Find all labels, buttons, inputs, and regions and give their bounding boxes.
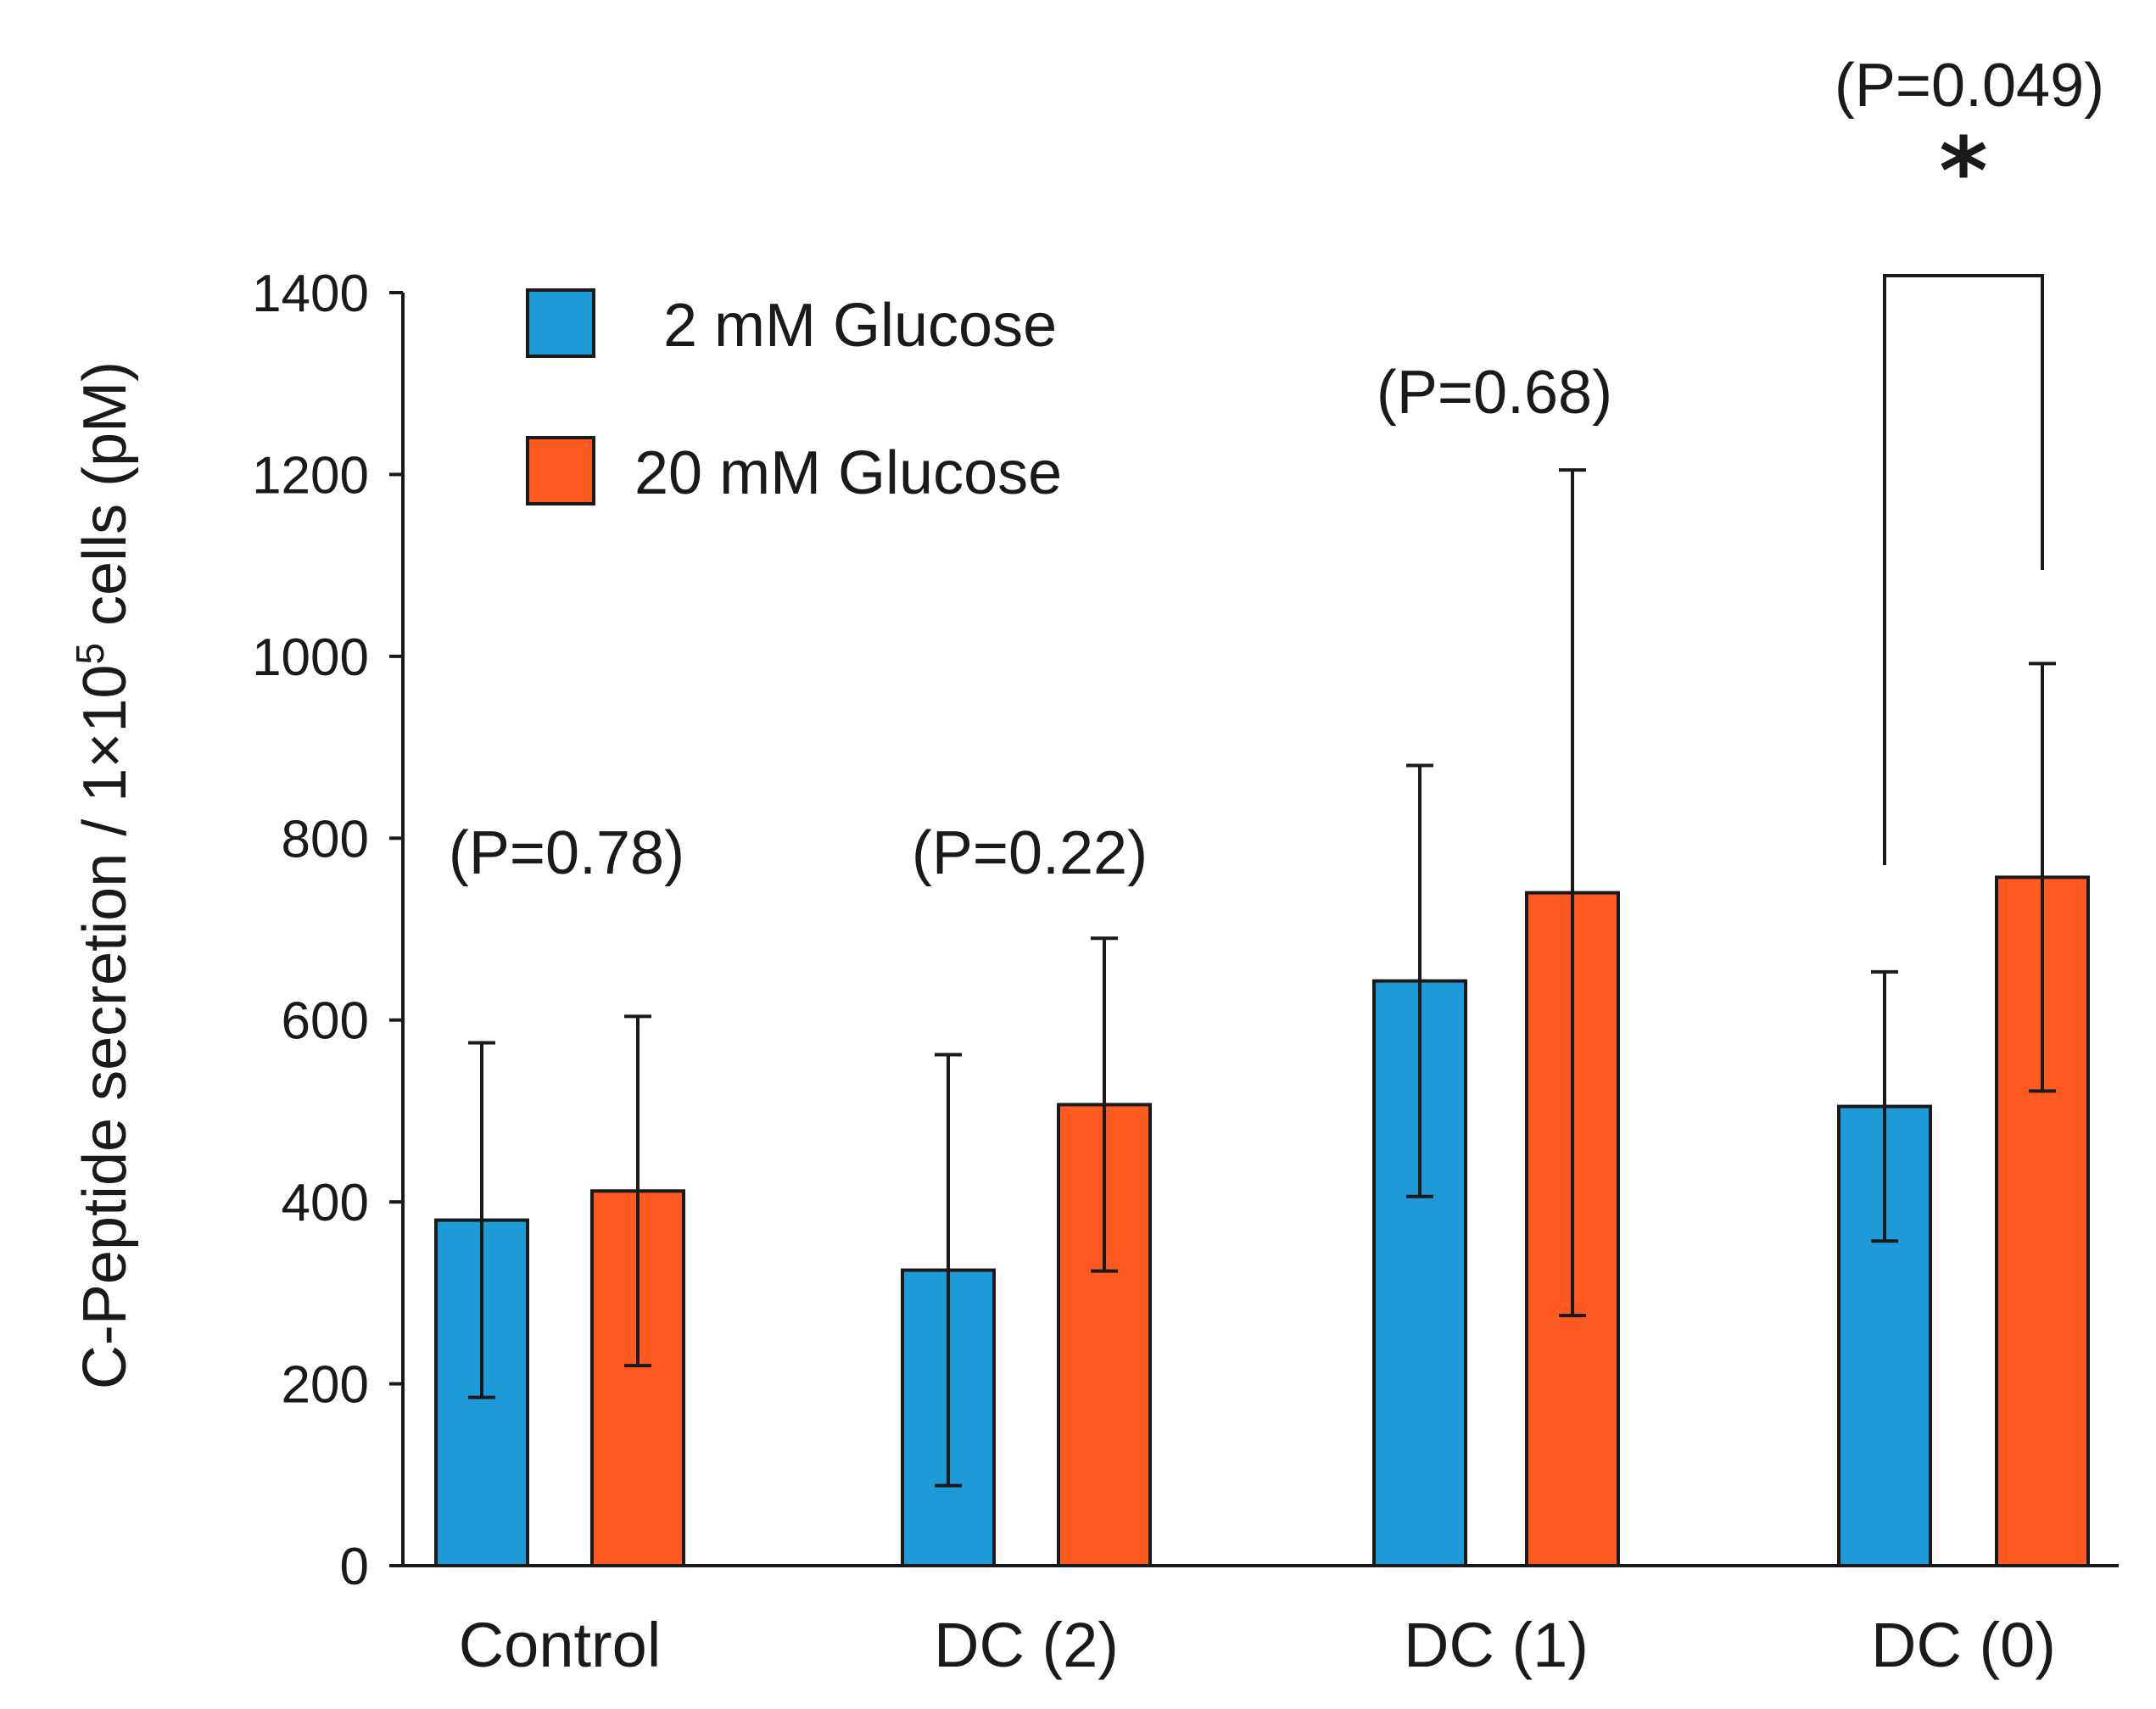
legend-label-20mm: 20 mM Glucose bbox=[634, 439, 1062, 507]
legend-swatch-2mm bbox=[526, 288, 595, 358]
p-value-annotation: (P=0.68) bbox=[1377, 359, 1612, 427]
x-category-label: Control bbox=[459, 1610, 662, 1680]
significance-star: * bbox=[1939, 117, 1988, 226]
legend-swatch-20mm bbox=[526, 436, 595, 505]
y-tick-label: 1000 bbox=[252, 628, 369, 687]
bar-2mm-3 bbox=[1372, 979, 1467, 1568]
x-category-label: DC (0) bbox=[1871, 1610, 2056, 1680]
y-axis-title-tail: cells (pM) bbox=[71, 361, 139, 643]
x-category-label: DC (1) bbox=[1404, 1610, 1589, 1680]
y-tick-label: 0 bbox=[340, 1538, 369, 1596]
p-value-annotation: (P=0.78) bbox=[449, 819, 684, 887]
y-tick-label: 400 bbox=[282, 1174, 369, 1232]
y-axis-title: C-Peptide secretion / 1×105 cells (pM) bbox=[68, 361, 139, 1389]
legend-label-2mm: 2 mM Glucose bbox=[663, 292, 1057, 360]
y-tick-label: 1400 bbox=[252, 265, 369, 323]
p-value-annotation: (P=0.22) bbox=[912, 819, 1148, 887]
y-tick-label: 200 bbox=[282, 1356, 369, 1415]
y-axis-title-superscript: 5 bbox=[68, 643, 112, 665]
y-tick-label: 600 bbox=[282, 992, 369, 1051]
p-value-annotation: (P=0.049) bbox=[1835, 52, 2104, 120]
significance-bracket bbox=[1883, 274, 2044, 865]
y-tick-label: 800 bbox=[282, 810, 369, 868]
y-tick-label: 1200 bbox=[252, 446, 369, 505]
x-category-label: DC (2) bbox=[934, 1610, 1119, 1680]
y-axis-title-main: C-Peptide secretion / 1×10 bbox=[71, 665, 139, 1390]
